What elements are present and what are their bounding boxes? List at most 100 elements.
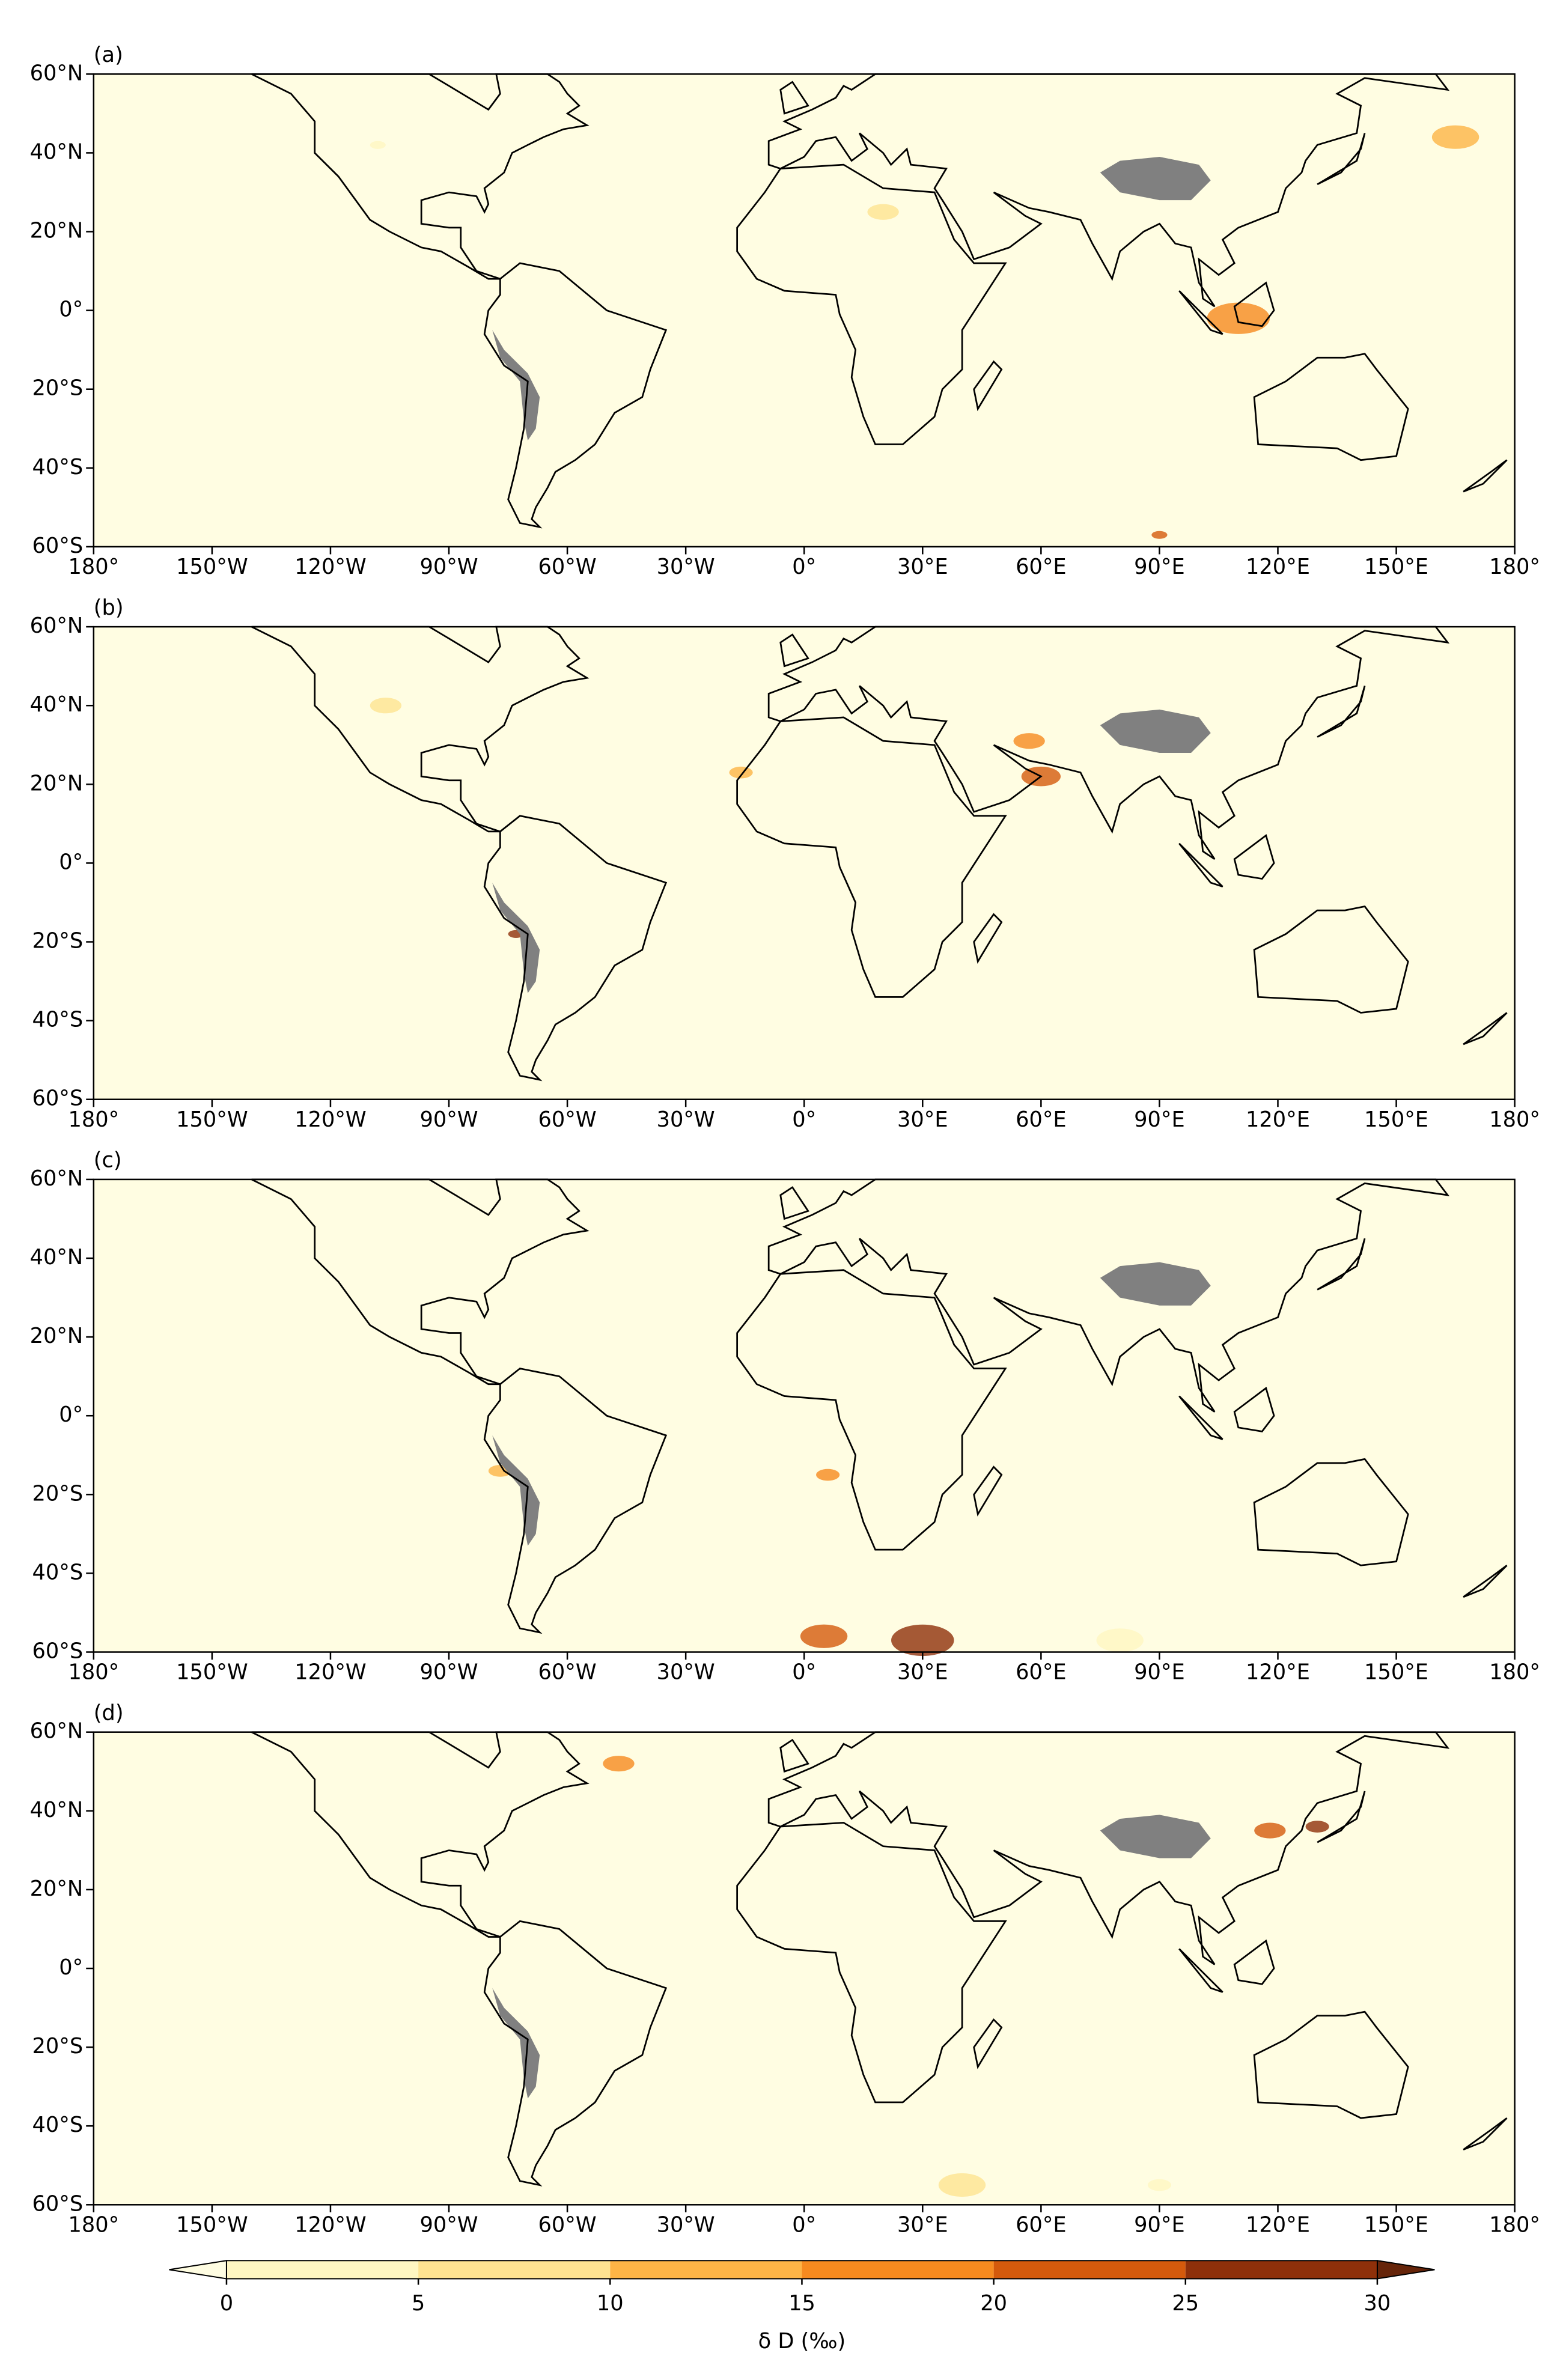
x-tick-label: 0° bbox=[792, 1107, 816, 1132]
x-tick-label: 150°W bbox=[176, 555, 248, 579]
coastline bbox=[1233, 1386, 1275, 1432]
coastline bbox=[1178, 842, 1223, 887]
y-tick-label: 40°N bbox=[30, 139, 84, 164]
y-tick-label: 60°S bbox=[32, 534, 84, 558]
y-tick-label: 40°N bbox=[30, 692, 84, 717]
panel-label: (c) bbox=[94, 1148, 122, 1173]
x-tick-label: 30°E bbox=[897, 1107, 948, 1132]
map-panel: (d) 180° 150°W 120°W 90°W 60°W 30°W 0° 30°E 60°E 9… bbox=[30, 1701, 1540, 2238]
x-tick-label: 60°W bbox=[538, 555, 597, 579]
x-tick-label: 30°W bbox=[657, 1107, 715, 1132]
coastline bbox=[1178, 1395, 1223, 1440]
map-panel: (a) 180° 150°W 120°W 90°W 60°W 30°W 0° 30°E 60°E 9… bbox=[30, 43, 1540, 579]
colorbar-label: δ D (‰) bbox=[758, 2329, 846, 2354]
x-tick-label: 30°E bbox=[897, 555, 948, 579]
y-tick-label: 60°S bbox=[32, 1086, 84, 1111]
x-tick-label: 180° bbox=[68, 555, 119, 579]
anomaly-patch bbox=[938, 2173, 986, 2197]
x-tick-label: 150°E bbox=[1364, 2212, 1428, 2237]
x-tick-label: 90°W bbox=[419, 555, 478, 579]
masked-region bbox=[1100, 1262, 1211, 1306]
coastline bbox=[767, 625, 1450, 860]
x-tick-label: 180° bbox=[1489, 2212, 1540, 2237]
y-tick-label: 40°N bbox=[30, 1798, 84, 1822]
colorbar-segment bbox=[418, 2260, 611, 2279]
x-tick-label: 90°W bbox=[419, 2212, 478, 2237]
colorbar-tick-label: 5 bbox=[412, 2291, 425, 2316]
map-panel: (b) 180° 150°W 120°W 90°W 60°W 30°W 0° 30°E 60°E 9… bbox=[30, 595, 1540, 1132]
coastline bbox=[1233, 834, 1275, 880]
coastline bbox=[779, 1738, 809, 1773]
y-tick-label: 60°N bbox=[30, 613, 84, 638]
panel-label: (a) bbox=[94, 43, 123, 67]
anomaly-patch bbox=[729, 766, 753, 779]
coastline bbox=[251, 625, 590, 833]
anomaly-patch bbox=[1013, 733, 1045, 749]
y-tick-label: 20°N bbox=[30, 219, 84, 243]
x-tick-label: 180° bbox=[68, 2212, 119, 2237]
x-tick-label: 120°W bbox=[294, 555, 366, 579]
panel-label: (d) bbox=[94, 1701, 124, 1726]
coastline bbox=[251, 73, 590, 280]
x-tick-label: 150°E bbox=[1364, 555, 1428, 579]
y-tick-label: 20°S bbox=[32, 376, 84, 401]
map-background bbox=[93, 74, 1515, 547]
coastline bbox=[973, 1465, 1003, 1517]
y-tick-label: 0° bbox=[59, 297, 83, 322]
coastline bbox=[483, 1920, 668, 2187]
x-tick-label: 180° bbox=[68, 1660, 119, 1685]
anomaly-patch bbox=[891, 1624, 954, 1656]
x-tick-label: 180° bbox=[1489, 1107, 1540, 1132]
x-tick-label: 60°E bbox=[1016, 1660, 1067, 1685]
panel-label: (b) bbox=[94, 595, 124, 620]
coastline bbox=[736, 1822, 1007, 2104]
x-tick-label: 150°W bbox=[176, 1107, 248, 1132]
coastline bbox=[251, 1178, 590, 1386]
y-tick-label: 20°S bbox=[32, 2034, 84, 2059]
x-tick-label: 60°E bbox=[1016, 1107, 1067, 1132]
x-tick-label: 60°W bbox=[538, 1107, 597, 1132]
x-tick-label: 120°W bbox=[294, 2212, 366, 2237]
x-tick-label: 90°E bbox=[1134, 2212, 1185, 2237]
y-tick-label: 40°N bbox=[30, 1245, 84, 1270]
colorbar-segment bbox=[610, 2260, 802, 2279]
x-tick-label: 150°E bbox=[1364, 1107, 1428, 1132]
coastline bbox=[736, 1269, 1007, 1551]
masked-region bbox=[1100, 709, 1211, 753]
x-tick-label: 30°W bbox=[657, 1660, 715, 1685]
coastline bbox=[779, 633, 809, 668]
x-tick-label: 90°W bbox=[419, 1660, 478, 1685]
masked-region bbox=[492, 1988, 540, 2099]
map-background bbox=[93, 1732, 1515, 2205]
coastline bbox=[736, 163, 1007, 445]
coastline bbox=[1317, 685, 1366, 738]
x-tick-label: 180° bbox=[1489, 1660, 1540, 1685]
y-tick-label: 60°N bbox=[30, 1719, 84, 1744]
x-tick-label: 120°W bbox=[294, 1107, 366, 1132]
x-tick-label: 60°E bbox=[1016, 2212, 1067, 2237]
coastline bbox=[767, 73, 1450, 308]
coastline bbox=[736, 716, 1007, 998]
anomaly-patch bbox=[1147, 2179, 1172, 2191]
y-tick-label: 40°S bbox=[32, 1560, 84, 1584]
coastline bbox=[1463, 2117, 1508, 2150]
x-tick-label: 30°E bbox=[897, 2212, 948, 2237]
x-tick-label: 150°E bbox=[1364, 1660, 1428, 1685]
y-tick-label: 60°S bbox=[32, 1639, 84, 1664]
coastline bbox=[973, 913, 1003, 964]
colorbar-segment bbox=[226, 2260, 419, 2279]
coastline bbox=[1253, 905, 1409, 1014]
x-tick-label: 120°E bbox=[1246, 1107, 1310, 1132]
x-tick-label: 0° bbox=[792, 555, 816, 579]
coastline bbox=[1253, 2010, 1409, 2119]
y-tick-label: 60°N bbox=[30, 61, 84, 85]
x-tick-label: 150°W bbox=[176, 1660, 248, 1685]
coastline bbox=[483, 815, 668, 1082]
anomaly-patch bbox=[1431, 125, 1479, 149]
y-tick-label: 20°S bbox=[32, 929, 84, 954]
colorbar-under bbox=[169, 2260, 227, 2280]
x-tick-label: 90°E bbox=[1134, 1107, 1185, 1132]
x-tick-label: 120°E bbox=[1246, 2212, 1310, 2237]
coastline bbox=[973, 2018, 1003, 2069]
